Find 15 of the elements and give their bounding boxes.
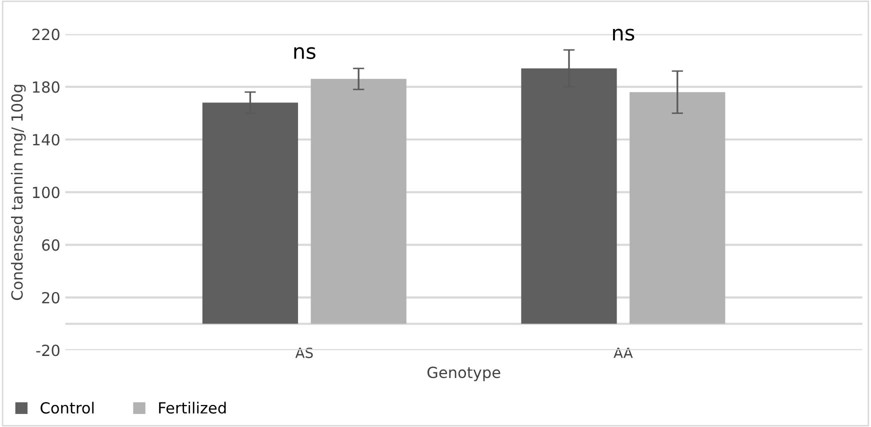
- annotation: ns: [294, 47, 316, 60]
- y-tick-label: 100: [32, 186, 60, 198]
- legend-label: Control: [40, 402, 94, 414]
- annotation: ns: [613, 28, 634, 41]
- y-tick-label: 220: [32, 28, 60, 40]
- x-tick-label: AA: [614, 348, 633, 358]
- y-tick-label: 180: [32, 81, 60, 93]
- y-tick-label: 60: [42, 239, 60, 251]
- y-axis-title: Condensed tannin mg/ 100g: [10, 84, 26, 300]
- y-tick-label: -20: [36, 344, 60, 356]
- y-tick-label: 20: [42, 292, 60, 304]
- x-axis-title: Genotype: [427, 366, 500, 382]
- legend-label: Fertilized: [159, 402, 226, 414]
- y-tick-label: 140: [32, 134, 60, 146]
- x-tick-label: AS: [295, 348, 313, 358]
